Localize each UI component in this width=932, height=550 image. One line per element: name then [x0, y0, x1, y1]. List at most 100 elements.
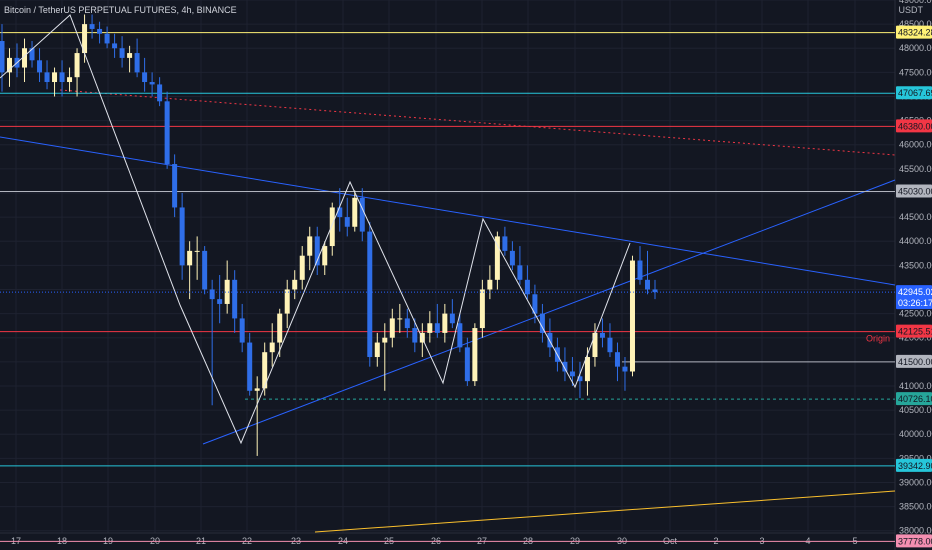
candle-body	[149, 82, 155, 85]
candle-body	[359, 197, 365, 232]
candle-body	[367, 231, 373, 358]
candle-body	[464, 347, 470, 382]
candle-body	[569, 371, 575, 377]
candle-body	[487, 279, 493, 290]
candle-body	[524, 279, 530, 295]
candle-body	[449, 313, 455, 324]
y-tick-label: 42000.00	[899, 333, 932, 343]
price-level-tag	[896, 392, 932, 406]
y-tick-label: 48500.00	[899, 19, 932, 29]
candle-body	[82, 24, 88, 54]
zigzag-pattern-line	[0, 14, 631, 445]
price-level-tag	[896, 324, 932, 338]
candle-body	[44, 72, 50, 83]
candle-body	[89, 24, 95, 29]
candle-body	[127, 53, 133, 58]
price-level-label: 41500.00	[898, 357, 932, 367]
candle-body	[547, 332, 553, 348]
price-level-label: 45030.00	[898, 187, 932, 197]
candle-body	[299, 255, 305, 280]
price-level-tag	[896, 534, 932, 548]
candle-body	[412, 328, 418, 343]
price-level-label: 37778.00	[898, 536, 932, 546]
candle-body	[269, 342, 275, 353]
candle-body	[97, 28, 103, 34]
candle-body	[479, 289, 485, 329]
candle-body	[232, 279, 238, 319]
candle-body	[472, 328, 478, 382]
price-level-tag	[896, 184, 932, 198]
current-price-tag	[896, 285, 932, 310]
candle-body	[254, 388, 260, 391]
candle-body	[209, 289, 215, 300]
origin-label: Origin	[866, 334, 890, 344]
candle-body	[112, 43, 118, 49]
candle-body	[592, 332, 598, 358]
candle-body	[119, 48, 125, 58]
y-tick-label: 39500.00	[899, 453, 932, 463]
y-tick-label: 39000.00	[899, 477, 932, 487]
price-level-label: 46380.00	[898, 121, 932, 131]
y-tick-label: 40000.00	[899, 429, 932, 439]
candle-body	[434, 323, 440, 333]
candle-body	[607, 337, 613, 353]
trendline-ascending-blue	[202, 179, 896, 445]
candle-body	[584, 357, 590, 382]
candle-body	[202, 250, 208, 290]
candle-body	[29, 48, 35, 61]
y-tick-label: 42500.00	[899, 309, 932, 319]
candle-body	[239, 318, 245, 343]
candle-body	[172, 164, 178, 208]
candle-body	[194, 250, 200, 252]
candle-body	[284, 289, 290, 314]
candle-body	[247, 342, 253, 391]
candle-body	[614, 352, 620, 367]
candle-body	[457, 323, 463, 348]
candle-body	[352, 197, 358, 227]
y-tick-label: 43500.00	[899, 260, 932, 270]
candle-body	[322, 246, 328, 266]
candle-body	[104, 33, 110, 44]
candle-body	[337, 207, 343, 218]
price-level-label: 48324.28	[898, 28, 932, 38]
price-level-tag	[896, 119, 932, 133]
current-price-label: 42945.02	[898, 287, 932, 297]
price-level-label: 42125.51	[898, 327, 932, 337]
candle-body	[262, 352, 268, 389]
candle-body	[427, 323, 433, 333]
currency-label: USDT	[899, 5, 924, 15]
candle-body	[442, 313, 448, 333]
candle-body	[224, 279, 230, 304]
candle-body	[277, 313, 283, 343]
candle-body	[374, 342, 380, 358]
candle-body	[187, 250, 193, 266]
y-tick-label: 41000.00	[899, 381, 932, 391]
price-level-label: 39342.90	[898, 461, 932, 471]
price-level-tag	[896, 354, 932, 368]
candle-body	[629, 260, 635, 372]
candle-body	[179, 207, 185, 266]
candle-body	[0, 41, 5, 73]
candle-body	[314, 236, 320, 266]
candle-body	[52, 72, 58, 83]
candle-body	[67, 77, 73, 83]
candle-body	[382, 337, 388, 343]
candle-body	[59, 72, 65, 83]
candle-body	[622, 366, 628, 372]
candle-body	[164, 101, 170, 165]
candle-body	[344, 217, 350, 227]
candle-countdown: 03:26:17	[898, 298, 932, 308]
y-tick-label: 48000.00	[899, 43, 932, 53]
candle-body	[7, 57, 13, 73]
price-level-tag	[896, 458, 932, 472]
candle-body	[539, 313, 545, 333]
candle-body	[134, 53, 140, 73]
candle-body	[37, 60, 43, 73]
candle-body	[517, 265, 523, 280]
candle-body	[577, 376, 583, 382]
candle-body	[562, 361, 568, 372]
candle-body	[22, 48, 28, 68]
y-tick-label: 47500.00	[899, 67, 932, 77]
